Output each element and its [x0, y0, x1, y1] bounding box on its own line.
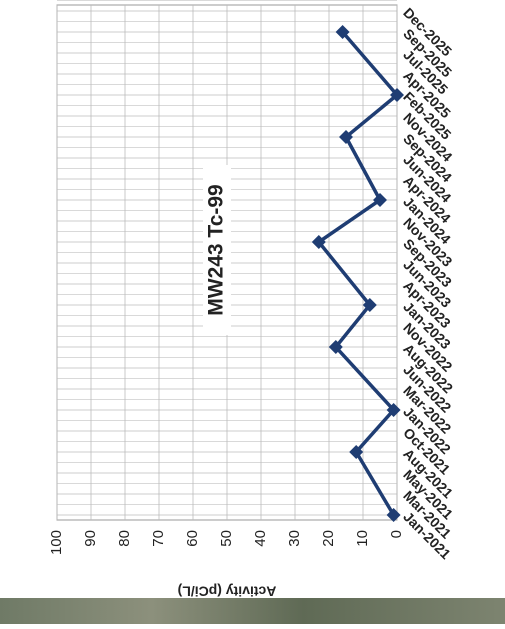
data-marker [311, 235, 326, 249]
data-marker [390, 88, 404, 102]
title-background [203, 165, 231, 335]
y-tick-label: 0 [388, 530, 405, 538]
data-marker [335, 25, 350, 39]
y-tick-label: 100 [48, 530, 65, 555]
y-tick-label: 50 [218, 530, 235, 547]
data-line [316, 30, 400, 516]
data-marker [386, 403, 401, 417]
y-tick-label: 70 [150, 530, 167, 547]
data-marker [339, 130, 353, 144]
plot: Jan-2021Mar-2021May-2021Aug-2021Oct-2021… [48, 0, 456, 599]
y-tick-label: 90 [82, 530, 99, 547]
y-tick-label: 30 [286, 530, 303, 547]
y-tick-label: 20 [320, 530, 337, 547]
y-tick-label: 40 [252, 530, 269, 547]
y-tick-label: 60 [184, 530, 201, 547]
data-marker [386, 508, 401, 522]
data-marker [373, 193, 387, 207]
data-marker [328, 340, 343, 354]
y-tick-label: 80 [116, 530, 133, 547]
background-image-strip [0, 598, 505, 624]
y-axis-title: Activity (pCi/L) [178, 583, 277, 599]
y-tick-label: 10 [354, 530, 371, 547]
chart-title: MW243 Tc-99 [205, 184, 228, 316]
data-marker [362, 298, 377, 312]
data-marker [349, 445, 364, 459]
